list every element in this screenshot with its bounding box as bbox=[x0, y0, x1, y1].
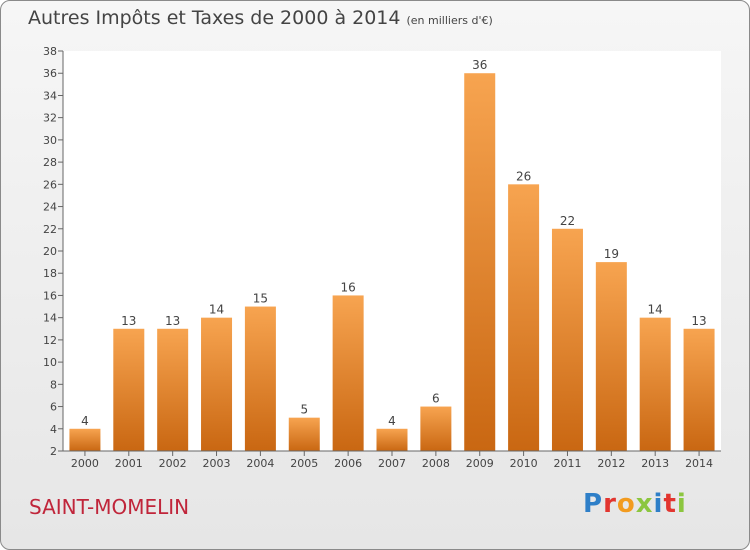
bar bbox=[244, 306, 276, 451]
bar bbox=[595, 262, 627, 451]
bar bbox=[683, 328, 715, 451]
y-tick-label: 24 bbox=[43, 201, 57, 214]
data-label: 22 bbox=[560, 214, 575, 228]
x-tick-label: 2011 bbox=[553, 457, 581, 470]
bar bbox=[420, 406, 452, 451]
y-tick-label: 38 bbox=[43, 45, 57, 58]
x-tick-label: 2000 bbox=[71, 457, 99, 470]
y-tick-label: 2 bbox=[50, 445, 57, 458]
bar bbox=[288, 417, 320, 451]
x-tick-label: 2004 bbox=[246, 457, 274, 470]
data-label: 13 bbox=[691, 314, 706, 328]
bar bbox=[464, 73, 496, 451]
city-name: SAINT-MOMELIN bbox=[29, 495, 190, 519]
x-tick-label: 2005 bbox=[290, 457, 318, 470]
y-tick-label: 16 bbox=[43, 289, 57, 302]
y-tick-label: 30 bbox=[43, 134, 57, 147]
y-tick-label: 28 bbox=[43, 156, 57, 169]
bar bbox=[201, 317, 233, 451]
data-label: 5 bbox=[300, 403, 308, 417]
bar bbox=[639, 317, 671, 451]
y-tick-label: 12 bbox=[43, 334, 57, 347]
y-tick-label: 14 bbox=[43, 312, 57, 325]
y-tick-label: 6 bbox=[50, 401, 57, 414]
title-unit: (en milliers d'€) bbox=[406, 14, 493, 27]
data-label: 16 bbox=[340, 280, 355, 294]
x-tick-label: 2006 bbox=[334, 457, 362, 470]
x-tick-label: 2012 bbox=[597, 457, 625, 470]
data-label: 19 bbox=[604, 247, 619, 261]
data-label: 4 bbox=[388, 414, 396, 428]
bar bbox=[157, 328, 189, 451]
data-label: 13 bbox=[121, 314, 136, 328]
x-tick-label: 2001 bbox=[115, 457, 143, 470]
data-label: 4 bbox=[81, 414, 89, 428]
data-label: 13 bbox=[165, 314, 180, 328]
y-tick-label: 18 bbox=[43, 267, 57, 280]
y-tick-label: 32 bbox=[43, 112, 57, 125]
y-tick-label: 26 bbox=[43, 178, 57, 191]
y-tick-label: 34 bbox=[43, 89, 57, 102]
data-label: 6 bbox=[432, 392, 440, 406]
bar bbox=[69, 428, 101, 451]
proxiti-logo: Proxiti bbox=[583, 489, 687, 519]
data-label: 14 bbox=[209, 303, 224, 317]
title-text: Autres Impôts et Taxes de 2000 à 2014 bbox=[28, 7, 401, 29]
data-label: 14 bbox=[648, 303, 663, 317]
bar bbox=[332, 295, 364, 451]
x-tick-label: 2007 bbox=[378, 457, 406, 470]
x-tick-label: 2002 bbox=[159, 457, 187, 470]
bar bbox=[508, 184, 540, 452]
bar bbox=[376, 428, 408, 451]
data-label: 36 bbox=[472, 58, 487, 72]
bar bbox=[551, 228, 583, 451]
chart-title: Autres Impôts et Taxes de 2000 à 2014 (en… bbox=[28, 7, 493, 29]
y-tick-label: 36 bbox=[43, 67, 57, 80]
x-tick-label: 2003 bbox=[203, 457, 231, 470]
data-label: 15 bbox=[253, 292, 268, 306]
y-tick-label: 10 bbox=[43, 356, 57, 369]
bar bbox=[113, 328, 145, 451]
y-tick-label: 8 bbox=[50, 378, 57, 391]
x-tick-label: 2013 bbox=[641, 457, 669, 470]
y-tick-label: 20 bbox=[43, 245, 57, 258]
x-tick-label: 2010 bbox=[510, 457, 538, 470]
y-tick-label: 4 bbox=[50, 423, 57, 436]
x-tick-label: 2014 bbox=[685, 457, 713, 470]
y-tick-label: 22 bbox=[43, 223, 57, 236]
data-label: 26 bbox=[516, 169, 531, 183]
x-tick-label: 2008 bbox=[422, 457, 450, 470]
x-tick-label: 2009 bbox=[466, 457, 494, 470]
